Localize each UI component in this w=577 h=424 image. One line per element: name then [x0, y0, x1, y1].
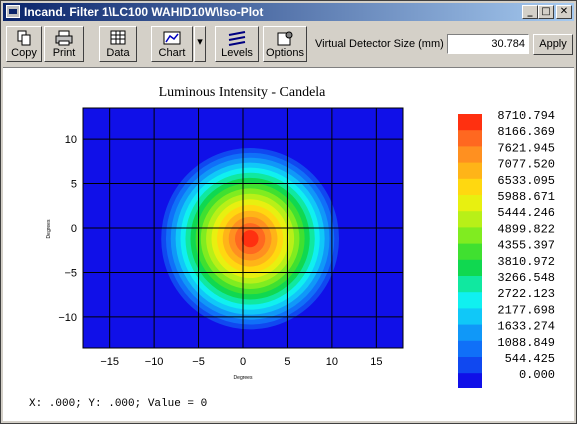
options-icon [275, 30, 295, 46]
legend-swatch [458, 114, 482, 131]
close-button[interactable]: ✕ [556, 5, 572, 19]
legend-label: 544.425 [505, 352, 555, 366]
legend-label: 3266.548 [497, 271, 555, 285]
copy-label: Copy [11, 47, 37, 59]
levels-button[interactable]: Levels [215, 26, 259, 62]
print-button[interactable]: Print [44, 26, 84, 62]
options-label: Options [266, 47, 304, 59]
legend-label: 8710.794 [497, 109, 555, 123]
chart-button[interactable]: Chart [151, 26, 193, 62]
legend-swatch [458, 130, 482, 147]
legend-label: 5444.246 [497, 206, 555, 220]
copy-button[interactable]: Copy [6, 26, 42, 62]
legend-label: 4355.397 [497, 239, 555, 253]
legend-label: 7077.520 [497, 158, 555, 172]
legend-swatch [458, 308, 482, 326]
legend-label: 4899.822 [497, 222, 555, 236]
legend-swatch [458, 162, 482, 180]
printer-icon [54, 30, 74, 46]
legend-swatch [458, 276, 482, 293]
copy-icon [14, 30, 34, 46]
data-label: Data [106, 47, 130, 59]
legend-swatch [458, 357, 482, 374]
legend-label: 1633.274 [497, 320, 555, 334]
axis-ticks: −15 −10 −5 0 5 10 15 10 5 0 −5 −10 [58, 134, 382, 368]
y-tick-label: 0 [71, 223, 77, 235]
legend-swatch [458, 340, 482, 358]
legend-label: 8166.369 [497, 125, 555, 139]
plot-area: Luminous Intensity - Candela −15 −10 −5 0 5 1… [3, 67, 574, 421]
toolbar: Copy Print Data Chart ▾ Leve [3, 23, 574, 65]
x-tick-label: −10 [145, 356, 164, 368]
legend-swatch [458, 373, 482, 388]
virtual-detector-size-label: Virtual Detector Size (mm) [315, 38, 444, 50]
x-tick-label: 5 [284, 356, 290, 368]
title-bar[interactable]: Incand. Filter 1\LC100 WAHID10W\Iso-Plot… [3, 3, 574, 21]
y-tick-label: −5 [64, 267, 77, 279]
legend-swatch [458, 259, 482, 277]
options-button[interactable]: Options [263, 26, 307, 62]
y-tick-label: 10 [65, 134, 77, 146]
apply-button[interactable]: Apply [533, 34, 573, 55]
y-tick-label: 5 [71, 179, 77, 191]
virtual-detector-size-input[interactable] [447, 34, 529, 54]
legend-swatch [458, 292, 482, 309]
chevron-down-icon: ▾ [197, 36, 203, 48]
legend-label: 6533.095 [497, 174, 555, 188]
y-tick-label: −10 [58, 312, 77, 324]
status-readout: X: .000; Y: .000; Value = 0 [29, 398, 208, 410]
x-tick-label: −15 [100, 356, 119, 368]
x-tick-label: 15 [370, 356, 382, 368]
legend-label: 1088.849 [497, 336, 555, 350]
chart-title: Luminous Intensity - Candela [159, 85, 327, 100]
levels-icon [227, 30, 247, 46]
app-icon[interactable] [6, 5, 20, 18]
maximize-button[interactable]: □ [538, 5, 554, 19]
legend-swatch [458, 146, 482, 164]
print-label: Print [52, 47, 76, 59]
legend-swatch [458, 227, 482, 245]
x-tick-label: 0 [240, 356, 246, 368]
contour-band [241, 230, 259, 248]
y-axis-label: Degrees [46, 219, 52, 238]
legend-label: 0.000 [519, 368, 555, 382]
levels-label: Levels [221, 47, 253, 59]
legend-label: 2177.698 [497, 303, 555, 317]
legend-label: 5988.671 [497, 190, 555, 204]
legend-label: 7621.945 [497, 141, 555, 155]
table-icon [108, 30, 128, 46]
legend-swatch [458, 243, 482, 261]
x-axis-label: Degrees [234, 375, 253, 381]
x-tick-label: 10 [326, 356, 338, 368]
legend-swatch [458, 211, 482, 228]
x-tick-label: −5 [192, 356, 205, 368]
chart-icon [162, 30, 182, 46]
data-button[interactable]: Data [99, 26, 137, 62]
legend: 8710.794 8166.369 7621.945 7077.520 6533.095… [458, 109, 555, 388]
chart-label: Chart [158, 47, 186, 59]
legend-swatch [458, 324, 482, 342]
legend-label: 3810.972 [497, 255, 555, 269]
chart-dropdown-button[interactable]: ▾ [194, 26, 206, 62]
legend-swatch [458, 195, 482, 212]
window-title: Incand. Filter 1\LC100 WAHID10W\Iso-Plot [24, 5, 264, 19]
iso-plot-chart[interactable]: Luminous Intensity - Candela −15 −10 −5 0 5 1… [3, 68, 574, 388]
grid [82, 107, 404, 349]
legend-swatch [458, 178, 482, 196]
minimize-button[interactable]: _ [522, 5, 538, 19]
legend-label: 2722.123 [497, 287, 555, 301]
